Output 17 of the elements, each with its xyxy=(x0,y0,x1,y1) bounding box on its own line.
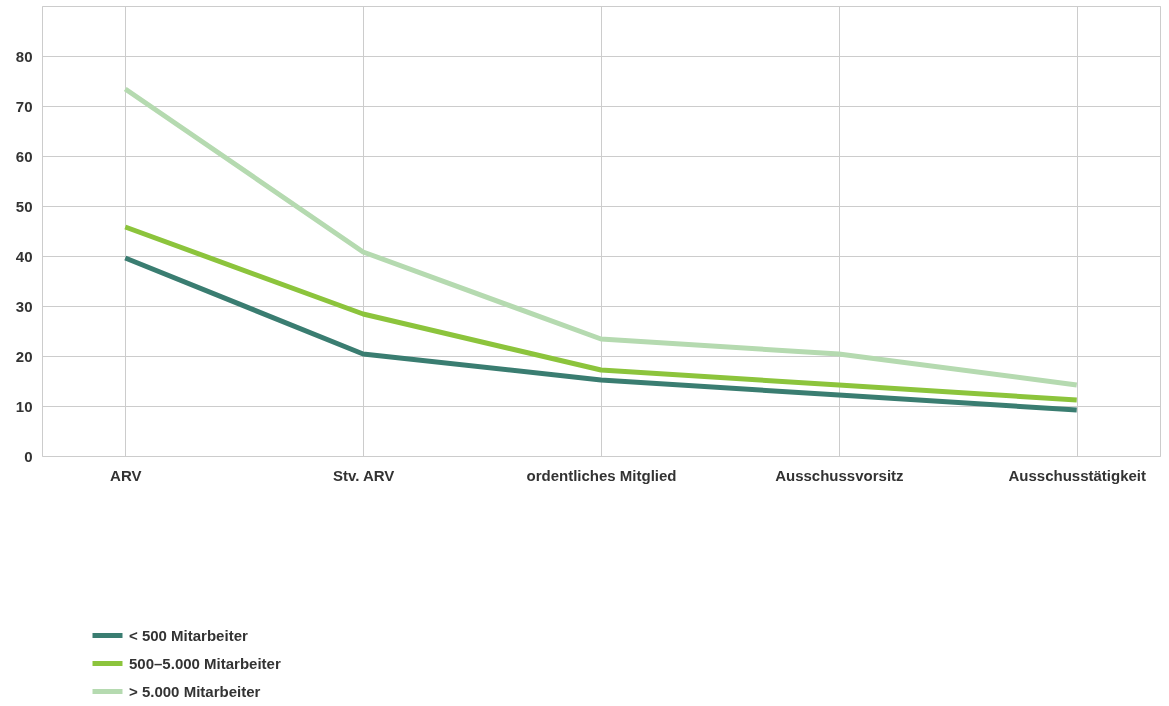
x-tick-label: ordentliches Mitglied xyxy=(526,466,677,484)
y-tick-label: 80 xyxy=(15,47,33,65)
y-tick-label: 70 xyxy=(15,97,33,115)
legend-label: > 5.000 Mitarbeiter xyxy=(129,682,261,700)
y-tick-label: 50 xyxy=(15,197,33,215)
x-tick-label: ARV xyxy=(110,466,142,484)
legend-label: < 500 Mitarbeiter xyxy=(129,626,248,644)
y-tick-label: 60 xyxy=(15,147,33,165)
x-tick-label: Ausschussvorsitz xyxy=(775,466,904,484)
x-tick-label: Stv. ARV xyxy=(332,466,395,484)
legend-label: 500–5.000 Mitarbeiter xyxy=(129,654,281,672)
y-tick-label: 30 xyxy=(15,297,33,315)
y-tick-label: 40 xyxy=(15,247,33,265)
y-tick-label: 0 xyxy=(24,447,33,465)
y-tick-label: 10 xyxy=(15,397,33,415)
y-tick-label: 20 xyxy=(15,347,33,365)
x-tick-label: Ausschusstätigkeit xyxy=(1008,466,1147,484)
